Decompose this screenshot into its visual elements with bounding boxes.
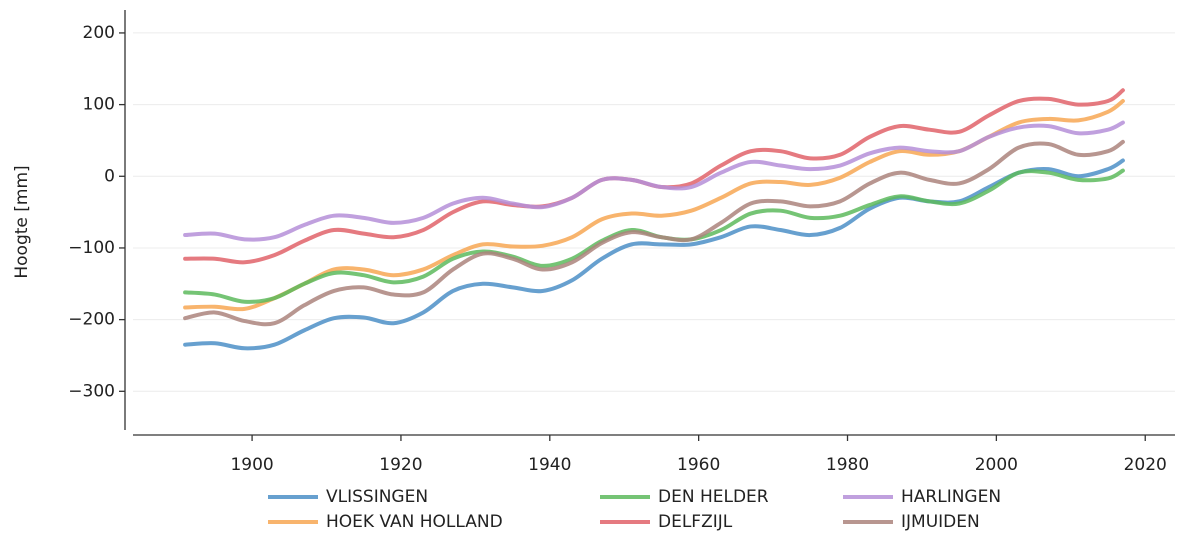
legend-label: IJMUIDEN xyxy=(901,512,980,532)
y-tick-label: 100 xyxy=(83,95,115,115)
x-tick-label: 1980 xyxy=(826,455,869,475)
x-tick-label: 2000 xyxy=(975,455,1018,475)
y-tick-label: −300 xyxy=(68,381,115,401)
x-tick-label: 1900 xyxy=(230,455,273,475)
legend-label: HOEK VAN HOLLAND xyxy=(326,512,503,532)
series-line xyxy=(183,99,1125,312)
y-tick-label: 200 xyxy=(83,23,115,43)
x-tick-label: 1920 xyxy=(379,455,422,475)
series-line xyxy=(183,139,1125,327)
series-line xyxy=(183,120,1125,242)
legend-label: HARLINGEN xyxy=(901,487,1001,507)
y-axis-label: Hoogte [mm] xyxy=(12,165,32,278)
x-tick-label: 1960 xyxy=(677,455,720,475)
legend-label: VLISSINGEN xyxy=(326,487,428,507)
y-tick-label: −100 xyxy=(68,238,115,258)
y-tick-label: 0 xyxy=(104,166,115,186)
legend-label: DEN HELDER xyxy=(658,487,769,507)
y-tick-label: −200 xyxy=(68,310,115,330)
x-tick-label: 1940 xyxy=(528,455,571,475)
legend-label: DELFZIJL xyxy=(658,512,733,532)
x-tick-label: 2020 xyxy=(1124,455,1167,475)
series-line xyxy=(183,158,1125,351)
